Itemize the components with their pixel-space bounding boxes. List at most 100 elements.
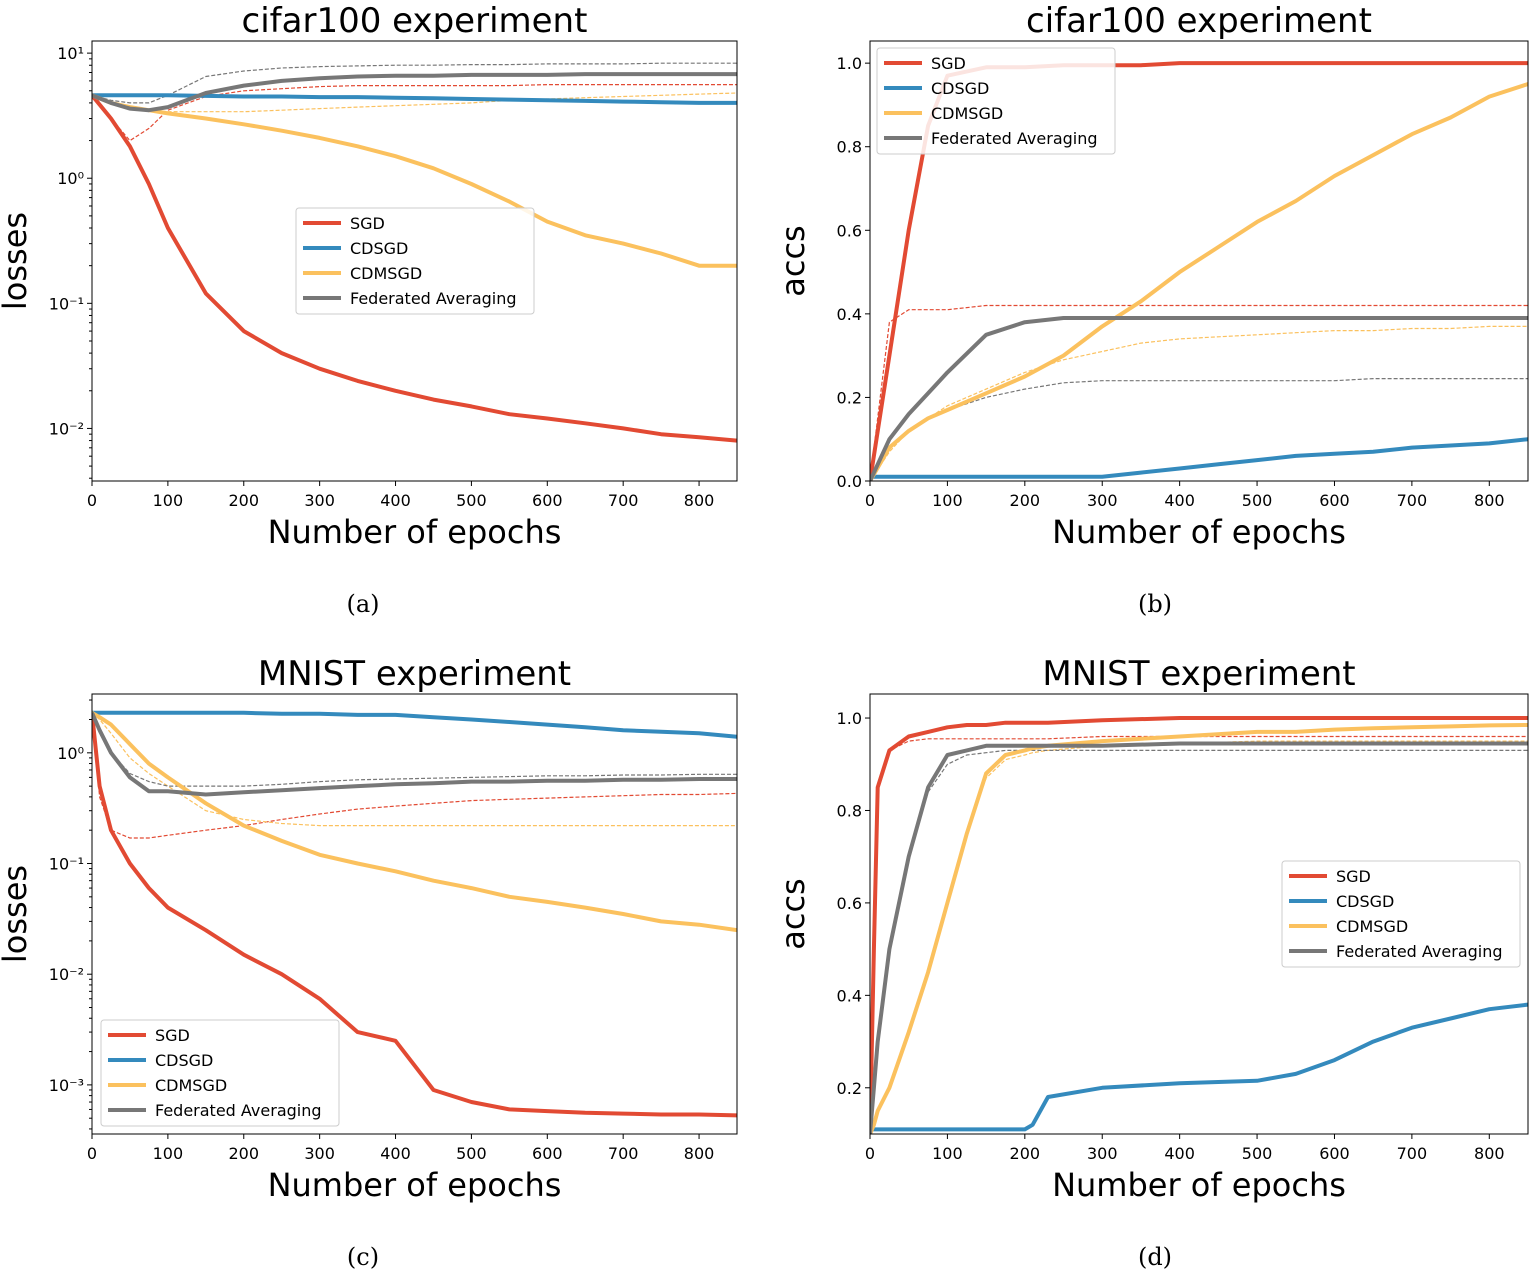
subfigure-caption: (d) (1138, 1243, 1172, 1271)
dashed-line-cdmsgd (92, 712, 737, 827)
x-tick-label: 400 (380, 491, 411, 510)
series-line-federated-averaging (870, 741, 1528, 1134)
legend-label: SGD (155, 1026, 190, 1045)
series-line-federated-averaging (92, 711, 737, 797)
legend-label: CDMSGD (350, 264, 422, 283)
series-line-federated-averaging (870, 316, 1528, 481)
legend-label: SGD (350, 214, 385, 233)
x-tick-label: 400 (380, 1144, 411, 1163)
legend-frame (295, 207, 535, 315)
legend-frame (1281, 860, 1521, 968)
chart-d: 0 100 200 300 400 500 600 700 800 0.2 0.4 0.6 0.8 1.0… (774, 654, 1529, 1271)
legend-label: CDSGD (931, 79, 989, 98)
chart-b: 0 100 200 300 400 500 600 700 800 0.0 0.2 0.4 0.6 0.8… (774, 1, 1529, 618)
y-tick-label: 1.0 (837, 54, 862, 73)
series-line-cdmsgd (870, 723, 1528, 1134)
legend-label: Federated Averaging (350, 289, 517, 308)
subfigure-caption: (b) (1138, 590, 1172, 618)
x-tick-label: 500 (456, 491, 487, 510)
x-tick-label: 100 (932, 1144, 963, 1163)
y-axis-label: losses (0, 865, 34, 963)
y-tick-label: 1.0 (837, 709, 862, 728)
legend-frame (100, 1019, 340, 1127)
x-tick-label: 200 (228, 491, 259, 510)
x-axis-label: Number of epochs (1052, 513, 1346, 551)
series-line-federated-averaging (92, 72, 737, 113)
series-line-cdsgd (870, 1002, 1528, 1132)
x-tick-label: 0 (865, 1144, 875, 1163)
x-tick-label: 800 (684, 491, 715, 510)
x-tick-label: 0 (865, 491, 875, 510)
dashed-line-sgd (92, 712, 737, 839)
x-tick-label: 200 (1010, 1144, 1041, 1163)
x-tick-label: 500 (1242, 491, 1273, 510)
series-line-sgd (870, 716, 1528, 1134)
series-line-cdsgd (92, 93, 737, 105)
x-tick-label: 500 (456, 1144, 487, 1163)
plot-area (92, 710, 737, 1118)
legend-label: CDMSGD (931, 104, 1003, 123)
dashed-line-sgd (870, 304, 1528, 481)
x-axis-label: Number of epochs (268, 513, 562, 551)
x-tick-label: 400 (1164, 1144, 1195, 1163)
x-tick-label: 300 (1087, 1144, 1118, 1163)
y-tick-label: 0.0 (837, 472, 862, 491)
x-tick-label: 800 (1474, 491, 1505, 510)
series-line-cdsgd (870, 437, 1528, 479)
y-axis-label: accs (774, 225, 812, 296)
y-tick-label: 10⁻² (49, 965, 84, 984)
chart-title: cifar100 experiment (242, 1, 588, 41)
plot-area (870, 716, 1528, 1134)
series-line-cdmsgd (870, 82, 1528, 481)
x-tick-label: 500 (1242, 1144, 1273, 1163)
x-tick-label: 300 (1087, 491, 1118, 510)
legend-label: CDSGD (155, 1051, 213, 1070)
y-tick-label: 0.6 (837, 221, 862, 240)
legend-label: CDMSGD (1336, 917, 1408, 936)
y-tick-label: 0.8 (837, 801, 862, 820)
dashed-line-sgd (92, 83, 737, 142)
legend-label: CDMSGD (155, 1076, 227, 1095)
axes-frame (91, 693, 738, 1135)
x-tick-label: 400 (1164, 491, 1195, 510)
legend: SGD CDSGD CDMSGD Federated Averaging (876, 47, 1116, 155)
series-line-cdsgd (92, 710, 737, 739)
x-tick-label: 300 (304, 491, 335, 510)
x-tick-label: 700 (608, 1144, 639, 1163)
chart-title: MNIST experiment (1042, 654, 1355, 694)
legend: SGD CDSGD CDMSGD Federated Averaging (295, 207, 535, 315)
legend-frame (876, 47, 1116, 155)
x-tick-label: 800 (684, 1144, 715, 1163)
chart-title: MNIST experiment (258, 654, 571, 694)
x-tick-label: 800 (1474, 1144, 1505, 1163)
x-tick-label: 600 (1319, 1144, 1350, 1163)
chart-a: 0 100 200 300 400 500 600 700 800 10¹ 10⁰ 10⁻¹ 10⁻² c… (0, 1, 738, 618)
y-tick-label: 10¹ (57, 44, 84, 63)
legend: SGD CDSGD CDMSGD Federated Averaging (100, 1019, 340, 1127)
x-tick-label: 600 (532, 1144, 563, 1163)
y-axis-label: accs (774, 878, 812, 949)
y-axis-label: losses (0, 212, 34, 310)
legend-label: CDSGD (1336, 892, 1394, 911)
chart-title: cifar100 experiment (1026, 1, 1372, 41)
y-tick-label: 0.4 (837, 986, 862, 1005)
legend: SGD CDSGD CDMSGD Federated Averaging (1281, 860, 1521, 968)
series-line-cdmsgd (92, 711, 737, 933)
x-axis-label: Number of epochs (1052, 1166, 1346, 1204)
x-tick-label: 200 (1010, 491, 1041, 510)
x-tick-label: 600 (1319, 491, 1350, 510)
x-tick-label: 200 (228, 1144, 259, 1163)
x-tick-label: 100 (932, 491, 963, 510)
axes-frame (869, 40, 1529, 482)
x-tick-label: 0 (87, 491, 97, 510)
y-tick-label: 0.8 (837, 138, 862, 157)
y-tick-label: 0.6 (837, 894, 862, 913)
axes-frame (869, 693, 1529, 1135)
dashed-line-sgd (870, 735, 1528, 1134)
dashed-line-federated-averaging (92, 62, 737, 104)
x-tick-label: 100 (153, 1144, 184, 1163)
y-tick-label: 10⁰ (57, 169, 84, 188)
legend-label: SGD (1336, 867, 1371, 886)
legend-label: Federated Averaging (931, 129, 1098, 148)
legend-label: Federated Averaging (155, 1101, 322, 1120)
